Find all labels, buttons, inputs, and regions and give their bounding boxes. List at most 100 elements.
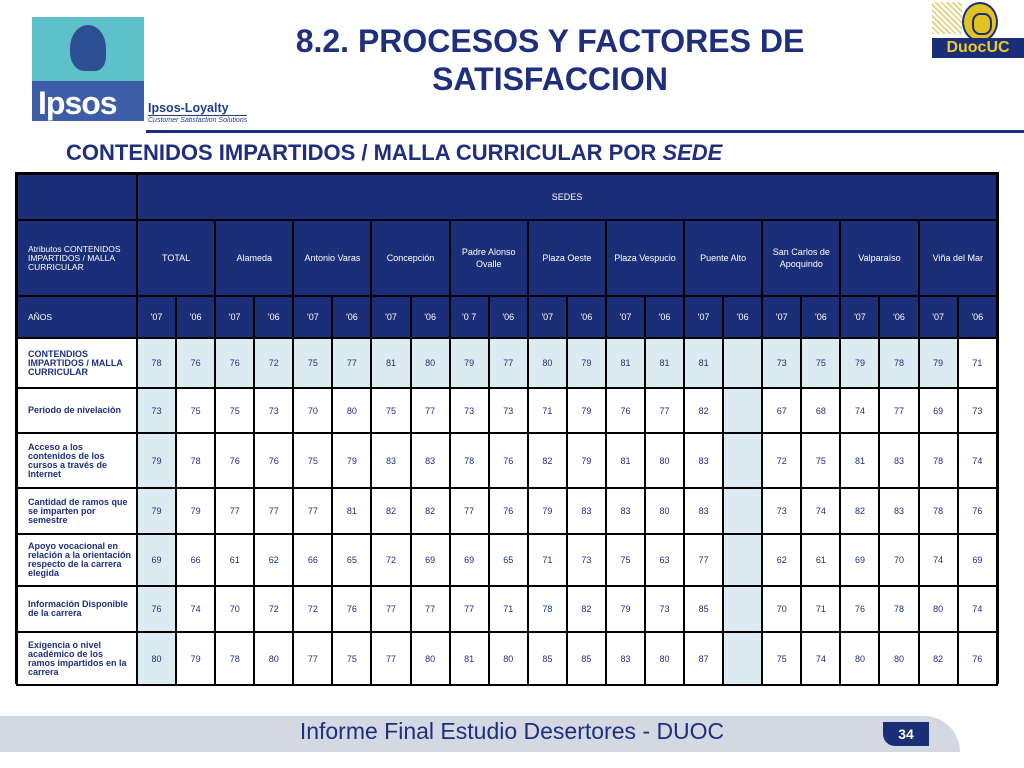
table-cell	[724, 434, 762, 487]
ipsos-loyalty-logo: Ipsos-Loyalty Customer Satisfaction Solu…	[148, 102, 248, 124]
footer-bar	[0, 716, 1024, 754]
table-cell: 78	[880, 587, 918, 631]
year-header: '06	[646, 297, 684, 337]
table-cell: 75	[216, 389, 254, 432]
table-cell: 74	[919, 535, 957, 585]
table-cell: 73	[646, 587, 684, 631]
table-cell: 83	[606, 489, 645, 533]
table-cell: 82	[919, 633, 957, 684]
sedes-header: SEDES	[138, 175, 996, 219]
ipsos-loyalty-tagline: Customer Satisfaction Solutions	[148, 115, 248, 124]
table-cell	[724, 633, 762, 684]
table-cell: 83	[411, 434, 449, 487]
year-header: '07	[763, 297, 801, 337]
table-cell: 78	[919, 434, 957, 487]
row-label: Cantidad de ramos que se imparten por se…	[18, 489, 136, 533]
table-cell: 81	[333, 489, 371, 533]
table-cell: 75	[294, 434, 332, 487]
table-cell: 66	[294, 535, 332, 585]
row-label: CONTENDIOS IMPARTIDOS / MALLA CURRICULAR	[18, 339, 136, 387]
campus-header: Puente Alto	[685, 221, 762, 295]
table-cell: 76	[958, 633, 996, 684]
table-cell: 73	[763, 489, 801, 533]
table-cell: 77	[411, 389, 449, 432]
table-cell: 76	[333, 587, 371, 631]
campus-header: San Carlos de Apoquindo	[763, 221, 840, 295]
table-cell: 61	[216, 535, 254, 585]
table-cell: 80	[333, 389, 371, 432]
table-row: Exigencia o nivel académico de los ramos…	[18, 633, 996, 684]
campus-header: Viña del Mar	[919, 221, 996, 295]
year-header: '07	[138, 297, 176, 337]
table-cell: 78	[880, 339, 918, 387]
table-cell: 80	[528, 339, 566, 387]
table-cell: 75	[294, 339, 332, 387]
table-cell: 69	[411, 535, 449, 585]
table-cell: 74	[177, 587, 215, 631]
year-header: '07	[372, 297, 410, 337]
table-cell: 78	[138, 339, 176, 387]
table-cell: 73	[489, 389, 527, 432]
table-cell: 79	[841, 339, 879, 387]
table-row: Cantidad de ramos que se imparten por se…	[18, 489, 996, 533]
campus-header: Valparaíso	[841, 221, 918, 295]
page-number: 34	[883, 722, 929, 746]
table-cell: 81	[606, 339, 645, 387]
table-cell: 85	[685, 587, 723, 631]
table-cell: 77	[489, 339, 527, 387]
table-cell: 69	[919, 389, 957, 432]
table-cell	[724, 489, 762, 533]
year-header: '07	[919, 297, 957, 337]
table-cell: 77	[216, 489, 254, 533]
table-cell: 78	[919, 489, 957, 533]
table-cell: 72	[294, 587, 332, 631]
table-row: Periodo de nivelación 73 75 75 73 70 80 75 77 73 7…	[18, 389, 996, 432]
table-cell: 81	[841, 434, 879, 487]
campus-header: TOTAL	[138, 221, 215, 295]
table-cell: 75	[372, 389, 410, 432]
year-header: '06	[489, 297, 527, 337]
duoc-crest-icon	[962, 2, 998, 42]
table-cell: 80	[411, 633, 449, 684]
sedes-header-row: SEDES	[18, 175, 996, 219]
table-cell: 77	[333, 339, 371, 387]
table-cell: 63	[646, 535, 684, 585]
table-cell: 79	[567, 389, 605, 432]
table-cell: 76	[216, 339, 254, 387]
table-cell: 74	[958, 587, 996, 631]
ipsos-logo-word: Ipsos	[38, 85, 118, 121]
table-cell: 82	[528, 434, 566, 487]
table-cell: 79	[177, 489, 215, 533]
year-header: '0 7	[450, 297, 488, 337]
table-cell: 74	[802, 633, 840, 684]
ipsos-logo: Ipsos	[32, 17, 144, 121]
campus-header: Padre Alonso Ovalle	[450, 221, 527, 295]
year-header: '07	[685, 297, 723, 337]
table-cell: 76	[489, 434, 527, 487]
page-title-line-1: 8.2. PROCESOS Y FACTORES DE	[295, 23, 805, 59]
table-cell: 76	[606, 389, 645, 432]
table-cell: 62	[763, 535, 801, 585]
table-cell: 79	[177, 633, 215, 684]
year-header: '06	[411, 297, 449, 337]
table-cell: 61	[802, 535, 840, 585]
footer-wing	[0, 716, 960, 752]
table-cell: 72	[255, 339, 293, 387]
campus-header-row: Atributos CONTENIDOS IMPARTIDOS / MALLA …	[18, 221, 996, 295]
table-cell: 82	[372, 489, 410, 533]
table-cell: 83	[685, 434, 723, 487]
page-title-line-2: SATISFACCION	[432, 61, 668, 97]
table-cell: 76	[841, 587, 879, 631]
table-cell: 77	[294, 633, 332, 684]
table-cell: 82	[685, 389, 723, 432]
table-cell: 70	[294, 389, 332, 432]
table-cell	[724, 535, 762, 585]
year-header: '07	[294, 297, 332, 337]
year-header: '06	[333, 297, 371, 337]
table-cell: 79	[333, 434, 371, 487]
table-cell: 81	[372, 339, 410, 387]
years-label: AÑOS	[18, 297, 136, 337]
year-header: '07	[606, 297, 645, 337]
table-cell: 73	[567, 535, 605, 585]
